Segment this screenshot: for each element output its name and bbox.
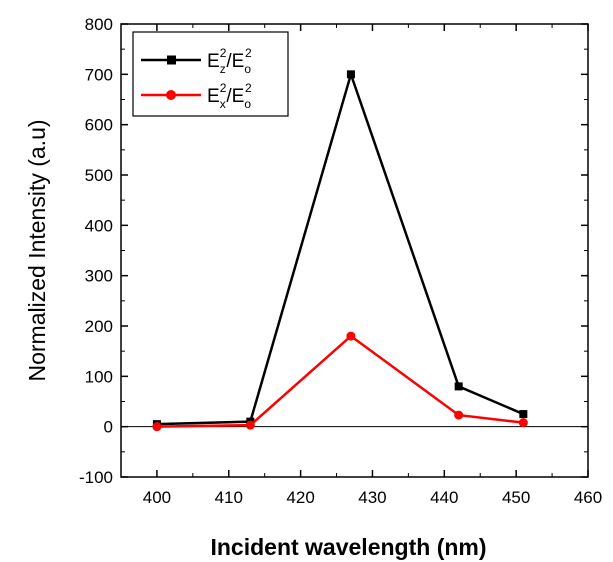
x-tick-label: 420: [286, 488, 314, 507]
series-line: [156, 334, 524, 428]
y-axis-ticks: -100 0 100 200 300 400 500 600 700 800: [79, 15, 588, 487]
x-tick-label: 430: [358, 488, 386, 507]
data-point: [454, 382, 463, 391]
x-tick-label: 400: [143, 488, 171, 507]
series-line: [156, 70, 524, 426]
x-tick-label: 460: [574, 488, 602, 507]
y-tick-label: 0: [104, 418, 113, 437]
y-tick-label: 300: [85, 267, 113, 286]
y-tick-label: 100: [85, 367, 113, 386]
x-tick-label: 450: [502, 488, 530, 507]
legend-box: [132, 31, 289, 117]
legend-marker: [166, 90, 176, 100]
legend: Ez2/Eo2 Ex2/Eo2: [132, 31, 289, 117]
y-tick-label: -100: [79, 468, 113, 487]
y-axis-title: Normalized Intensity (a.u): [24, 119, 50, 381]
legend-label: Ex2/Eo2: [207, 81, 252, 111]
data-point: [245, 420, 255, 430]
plot-frame: [120, 23, 589, 478]
series-layer: [152, 70, 528, 432]
legend-label: Ez2/Eo2: [207, 46, 252, 76]
y-tick-label: 700: [85, 65, 113, 84]
legend-marker: [167, 55, 176, 65]
x-tick-label: 410: [215, 488, 243, 507]
x-axis-title: Incident wavelength (nm): [210, 534, 486, 560]
data-point: [346, 331, 356, 341]
y-tick-label: 400: [85, 216, 113, 235]
y-tick-label: 600: [85, 116, 113, 135]
series-0: [152, 70, 528, 429]
data-point: [152, 422, 162, 432]
x-tick-label: 440: [430, 488, 458, 507]
x-axis-ticks: 400 410 420 430 440 450 460: [143, 24, 602, 507]
data-point: [454, 410, 464, 420]
data-point: [518, 418, 528, 428]
y-tick-label: 500: [85, 166, 113, 185]
series-1: [152, 331, 528, 432]
data-point: [519, 410, 528, 419]
y-tick-label: 800: [85, 15, 113, 34]
y-tick-label: 200: [85, 317, 113, 336]
data-point: [346, 70, 355, 79]
